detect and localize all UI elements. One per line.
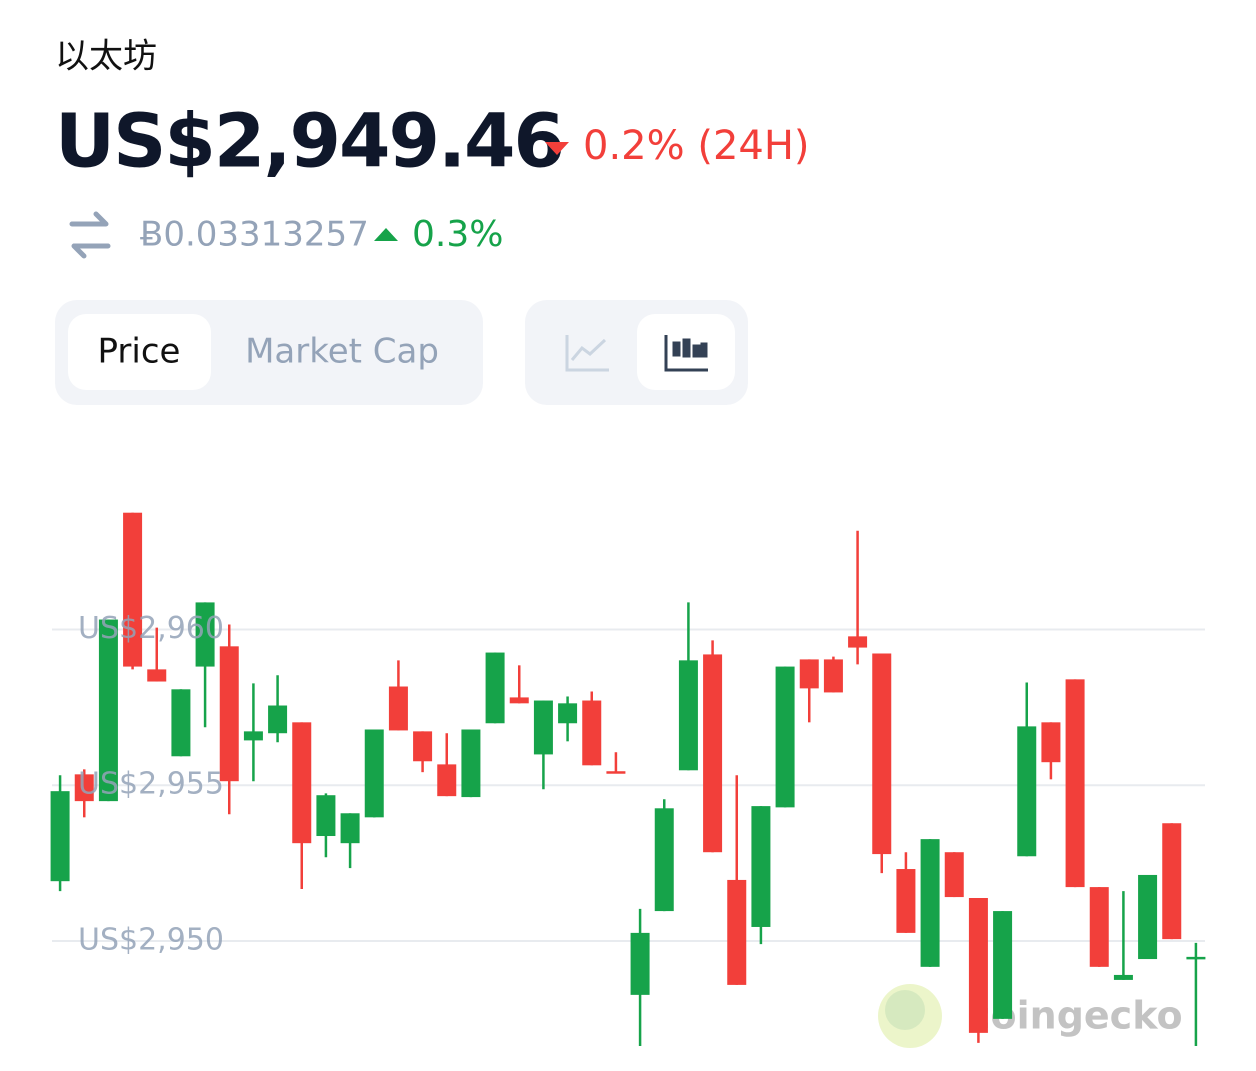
candle-body	[1041, 722, 1061, 763]
candle-body	[1089, 887, 1109, 967]
candle-body	[823, 659, 843, 693]
coin-name: 以太坊	[55, 37, 157, 77]
candle-body	[292, 722, 312, 844]
candle-body	[1138, 874, 1158, 960]
tab-market-cap[interactable]: Market Cap	[245, 332, 439, 372]
candle-body	[920, 839, 940, 967]
line-chart-icon[interactable]	[565, 335, 609, 372]
candle-body	[968, 898, 988, 1033]
candle-body	[388, 686, 408, 731]
candle-body	[727, 879, 747, 985]
y-tick-label: US$2,955	[78, 767, 224, 802]
candle-body	[799, 659, 819, 689]
candle-chart-icon[interactable]	[664, 335, 708, 372]
candle-body	[993, 911, 1013, 1019]
y-tick-label: US$2,960	[78, 611, 224, 646]
candle-body	[243, 731, 263, 741]
up-arrow	[374, 228, 398, 241]
watermark: coingecko	[878, 984, 1183, 1048]
candle-body	[413, 731, 433, 762]
candle-body	[195, 602, 215, 667]
candle-body	[751, 806, 771, 927]
candle-body	[461, 729, 481, 798]
candle-body	[171, 689, 191, 757]
plot: US$2,950 US$2,955 US$2,960	[50, 512, 1206, 1046]
swap-icon	[69, 211, 111, 259]
tab-active[interactable]	[68, 314, 211, 390]
candle-body	[340, 813, 360, 844]
candle-body	[268, 705, 288, 734]
down-arrow	[545, 142, 569, 155]
candle-body	[509, 697, 529, 704]
grid	[52, 628, 1205, 942]
candle-body	[872, 653, 892, 855]
candle-body	[219, 646, 239, 782]
candle-body	[582, 700, 602, 766]
candle-body	[123, 512, 143, 667]
candle-body	[98, 619, 118, 802]
candle-body	[147, 669, 167, 682]
price: US$2,949.46	[55, 99, 563, 185]
btc-price: Ƀ0.03313257	[140, 215, 369, 255]
candle-body	[896, 869, 916, 933]
candle-body	[50, 791, 70, 882]
candle-body	[848, 636, 868, 648]
btc-change: 0.3%	[412, 214, 503, 255]
tab-price[interactable]: Price	[98, 332, 181, 372]
candle-body	[533, 700, 553, 755]
candle-body	[485, 652, 505, 724]
candle-body	[678, 660, 698, 771]
candle-body	[630, 932, 650, 995]
candle-body	[1113, 974, 1133, 980]
price-change: 0.2% (24H)	[583, 123, 810, 169]
candle-body	[1162, 823, 1182, 940]
candle-body	[558, 703, 578, 724]
candle-body	[944, 852, 964, 898]
y-tick-label: US$2,950	[78, 922, 224, 957]
candle-body	[703, 654, 723, 853]
candle-body	[437, 764, 457, 797]
candle-body	[1017, 726, 1037, 857]
candle-body	[1065, 679, 1085, 888]
candle-body	[654, 808, 674, 912]
candle-body	[74, 774, 94, 802]
candle-body	[775, 666, 795, 808]
candle-body	[316, 795, 336, 837]
candle-body	[1186, 956, 1206, 960]
candle-body	[364, 729, 384, 818]
candle-body	[606, 771, 626, 774]
